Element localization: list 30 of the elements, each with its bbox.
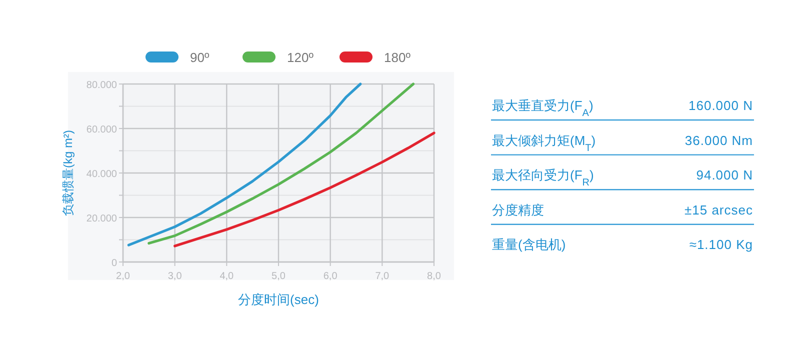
- y-axis-title: 负载惯量(kg m²): [61, 130, 75, 216]
- text: 160.000 N: [688, 98, 753, 113]
- text: 最大倾斜力矩(M$_{T}$): [492, 132, 596, 154]
- text: ≈1.100 Kg: [689, 237, 753, 252]
- x-tick-label: 7,0: [375, 271, 390, 282]
- y-tick-label: 80.000: [86, 80, 118, 91]
- text: 36.000 Nm: [684, 132, 753, 148]
- x-tick-label: 8,0: [427, 271, 442, 282]
- legend-label: 120º: [287, 50, 314, 65]
- x-axis-title: 分度时间(sec): [238, 292, 319, 307]
- x-tick-label: 5,0: [272, 271, 286, 282]
- text: 94.000 N: [696, 168, 753, 183]
- y-tick-label: 0: [111, 258, 118, 269]
- x-tick-label: 4,0: [220, 271, 234, 282]
- line-series: [148, 82, 415, 245]
- x-tick-label: 2,0: [116, 271, 130, 282]
- line-series: [127, 82, 362, 246]
- y-tick-label: 20.000: [86, 214, 118, 224]
- legend-label: 180º: [384, 50, 411, 65]
- legend-label: 90º: [190, 50, 210, 65]
- y-tick-label: 60.000: [86, 124, 118, 136]
- x-tick-label: 3,0: [168, 271, 182, 282]
- x-tick-label: 6,0: [323, 271, 338, 282]
- text: 分度精度: [492, 202, 544, 218]
- text: 最大径向受力(F$_{R}$): [492, 168, 594, 188]
- line-series: [174, 132, 436, 248]
- text: 最大垂直受力(F$_{A}$): [492, 98, 594, 118]
- y-tick-label: 40.000: [86, 169, 118, 180]
- text: ±15 arcsec: [684, 202, 753, 218]
- text: 重量(含电机): [492, 237, 566, 252]
